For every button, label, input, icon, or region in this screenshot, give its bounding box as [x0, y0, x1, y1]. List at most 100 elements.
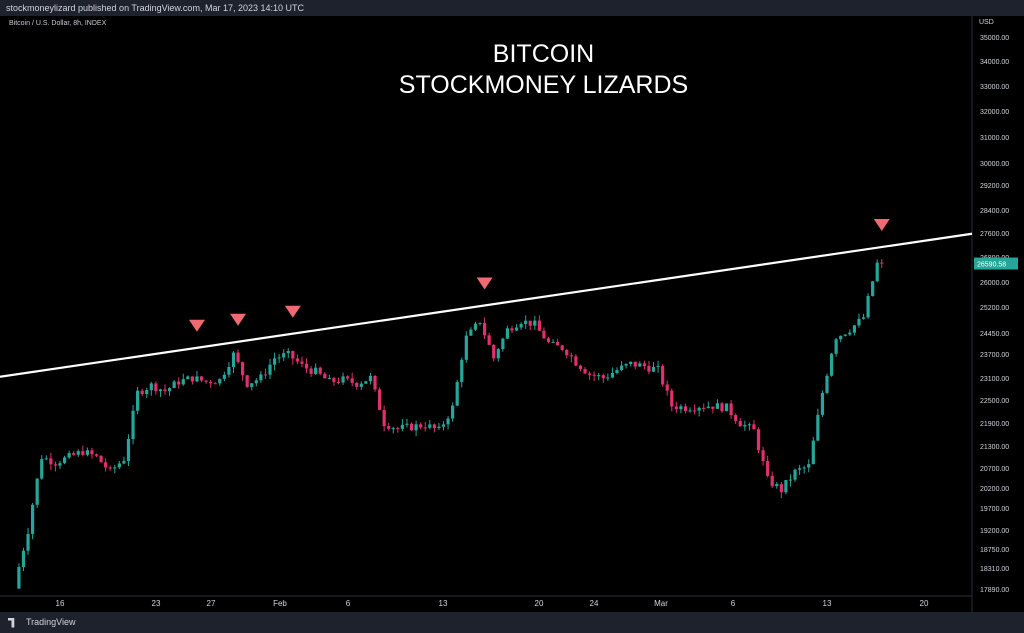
candle-body[interactable] [647, 366, 651, 372]
candle-body[interactable] [674, 406, 678, 410]
candle-body[interactable] [720, 403, 724, 412]
candle-body[interactable] [341, 376, 345, 383]
candle-body[interactable] [729, 403, 733, 416]
candle-body[interactable] [793, 469, 797, 480]
candle-body[interactable] [314, 367, 318, 374]
candle-body[interactable] [291, 350, 295, 359]
candle-body[interactable] [743, 425, 747, 427]
candle-body[interactable] [336, 381, 341, 383]
candle-body[interactable] [738, 421, 742, 427]
candle-body[interactable] [670, 390, 674, 407]
candle-body[interactable] [533, 320, 537, 326]
candle-body[interactable] [53, 464, 58, 466]
candle-body[interactable] [21, 550, 26, 568]
candle-body[interactable] [419, 424, 423, 428]
candle-body[interactable] [492, 344, 496, 359]
candle-body[interactable] [610, 373, 615, 378]
candle-body[interactable] [49, 458, 53, 465]
candle-body[interactable] [546, 338, 551, 342]
candle-body[interactable] [569, 355, 573, 357]
candle-body[interactable] [145, 390, 149, 395]
candle-body[interactable] [460, 359, 464, 383]
candle-body[interactable] [428, 424, 432, 428]
candle-body[interactable] [629, 361, 633, 364]
candle-body[interactable] [437, 426, 441, 429]
candle-body[interactable] [683, 406, 688, 412]
candle-body[interactable] [227, 366, 231, 375]
candle-body[interactable] [76, 451, 80, 455]
candle-body[interactable] [811, 440, 815, 465]
candle-body[interactable] [44, 458, 48, 460]
candle-body[interactable] [784, 480, 788, 493]
candle-body[interactable] [715, 403, 720, 409]
candle-body[interactable] [204, 380, 208, 382]
candle-body[interactable] [387, 426, 391, 429]
candle-body[interactable] [167, 388, 172, 392]
candle-body[interactable] [177, 381, 181, 385]
candle-body[interactable] [382, 410, 386, 427]
candle-body[interactable] [446, 418, 450, 425]
candle-body[interactable] [163, 389, 167, 392]
candle-body[interactable] [496, 349, 500, 359]
candle-body[interactable] [149, 383, 153, 391]
candle-body[interactable] [807, 464, 811, 468]
candle-body[interactable] [519, 324, 523, 328]
candle-body[interactable] [779, 484, 783, 493]
candle-body[interactable] [286, 350, 290, 354]
candle-body[interactable] [638, 363, 642, 367]
candle-body[interactable] [181, 379, 185, 385]
candle-body[interactable] [510, 328, 514, 331]
candle-body[interactable] [309, 368, 313, 374]
candle-body[interactable] [816, 414, 820, 441]
candle-body[interactable] [186, 376, 190, 380]
candle-body[interactable] [825, 375, 829, 393]
candle-body[interactable] [195, 376, 199, 382]
candle-body[interactable] [665, 384, 669, 391]
candle-body[interactable] [473, 323, 478, 330]
candle-body[interactable] [405, 423, 409, 425]
candle-body[interactable] [455, 382, 459, 406]
candle-body[interactable] [706, 406, 710, 408]
candle-body[interactable] [423, 427, 427, 429]
candle-body[interactable] [788, 479, 793, 481]
candle-body[interactable] [67, 453, 71, 458]
candle-body[interactable] [542, 330, 546, 339]
candle-body[interactable] [624, 363, 628, 366]
candle-body[interactable] [501, 338, 505, 350]
candle-body[interactable] [304, 363, 309, 369]
candle-body[interactable] [432, 424, 436, 429]
candle-body[interactable] [81, 451, 85, 455]
candle-body[interactable] [318, 367, 322, 374]
candle-body[interactable] [250, 383, 254, 387]
candle-body[interactable] [852, 325, 856, 333]
candle-body[interactable] [373, 375, 377, 390]
candle-body[interactable] [364, 381, 368, 384]
candle-body[interactable] [259, 374, 263, 381]
candle-body[interactable] [482, 322, 487, 336]
candle-body[interactable] [464, 335, 468, 360]
candle-body[interactable] [574, 356, 578, 366]
candle-body[interactable] [697, 407, 701, 411]
candle-body[interactable] [679, 406, 683, 410]
candle-body[interactable] [834, 339, 838, 354]
candle-body[interactable] [798, 468, 802, 470]
candle-body[interactable] [368, 375, 373, 382]
candle-body[interactable] [277, 357, 281, 359]
candle-body[interactable] [140, 390, 144, 395]
candle-body[interactable] [17, 567, 21, 589]
candle-body[interactable] [505, 328, 510, 339]
candle-body[interactable] [756, 429, 761, 451]
candle-body[interactable] [880, 262, 884, 264]
candle-body[interactable] [514, 327, 519, 331]
candle-body[interactable] [414, 424, 418, 431]
candle-body[interactable] [245, 375, 249, 387]
candle-body[interactable] [724, 403, 729, 412]
candle-body[interactable] [688, 410, 692, 412]
candle-body[interactable] [62, 457, 67, 464]
candle-body[interactable] [231, 352, 236, 367]
candle-body[interactable] [346, 376, 350, 379]
candle-body[interactable] [802, 467, 806, 469]
candle-body[interactable] [327, 377, 331, 379]
candle-body[interactable] [642, 363, 646, 367]
